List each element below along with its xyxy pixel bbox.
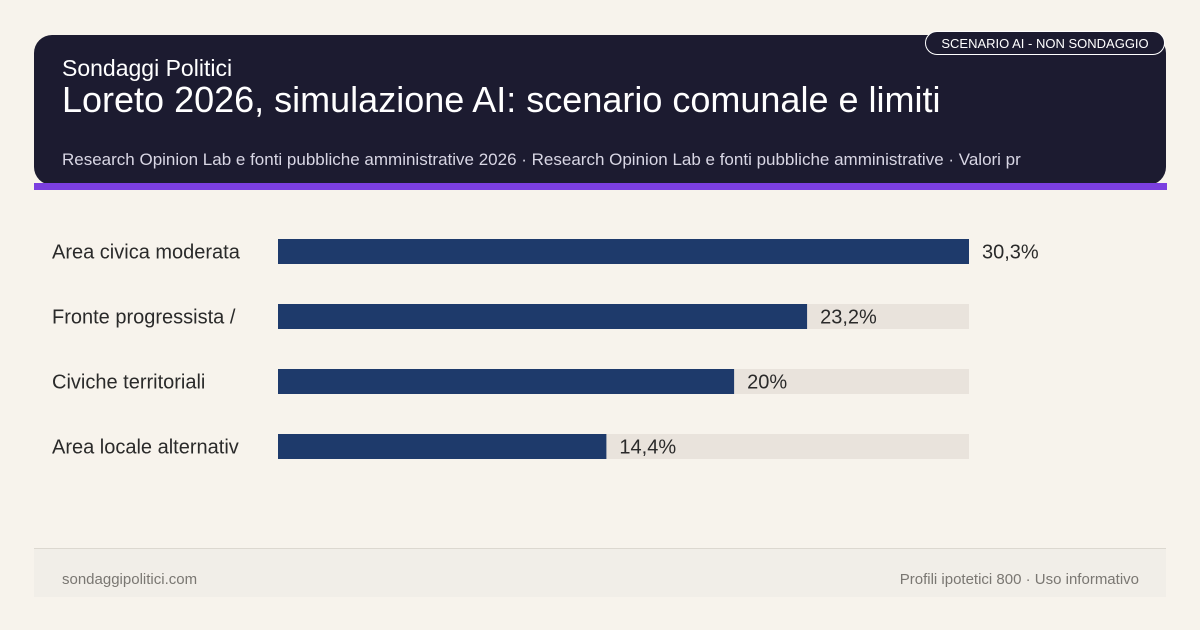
value-label: 20%: [747, 372, 787, 394]
header-panel: Sondaggi Politici Loreto 2026, simulazio…: [34, 35, 1166, 185]
category-label: Fronte progressista /: [52, 307, 236, 329]
category-label: Area civica moderata: [52, 242, 241, 264]
page-title: Loreto 2026, simulazione AI: scenario co…: [62, 79, 941, 120]
category-label: Area locale alternativ: [52, 437, 239, 459]
footer-note: Profili ipotetici 800 · Uso informativo: [899, 571, 1139, 588]
value-label: 30,3%: [982, 242, 1039, 264]
bar: [278, 239, 969, 264]
footer: sondaggipolitici.com Profili ipotetici 8…: [34, 548, 1166, 597]
brand-name: Sondaggi Politici: [62, 55, 233, 81]
bar: [278, 369, 735, 394]
bar: [278, 434, 607, 459]
header-accent-bar: [34, 183, 1167, 190]
footer-site: sondaggipolitici.com: [62, 571, 198, 588]
value-label: 14,4%: [619, 437, 676, 459]
category-label: Civiche territoriali: [52, 372, 205, 394]
source-line: Research Opinion Lab e fonti pubbliche a…: [62, 150, 1021, 169]
scenario-badge: SCENARIO AI - NON SONDAGGIO: [925, 31, 1165, 55]
value-label: 23,2%: [820, 307, 877, 329]
bar: [278, 304, 808, 329]
